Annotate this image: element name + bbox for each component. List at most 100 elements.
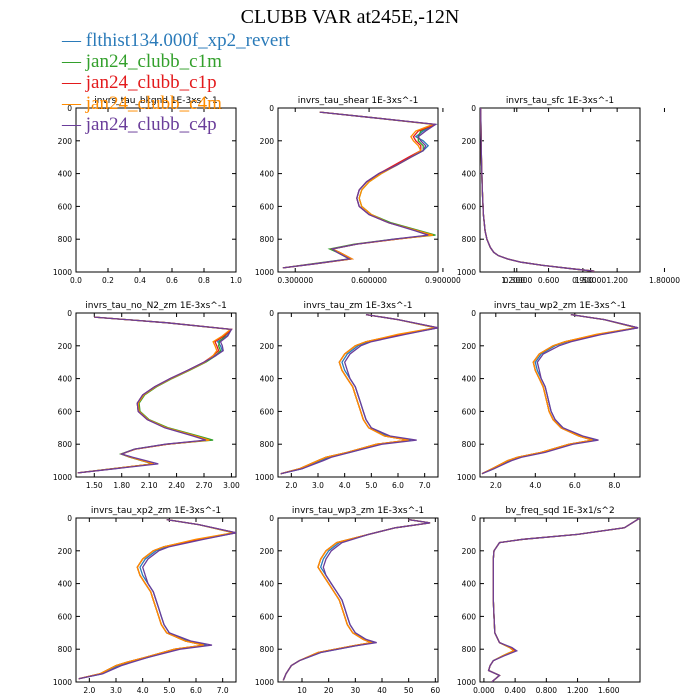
legend-item: — flthist134.000f_xp2_revert (62, 30, 290, 51)
y-tick-label: 400 (58, 170, 73, 179)
x-tick-label: 4.0 (339, 481, 351, 490)
y-tick-label: 0 (471, 309, 476, 318)
series-line (78, 518, 236, 680)
y-tick-label: 0 (67, 104, 72, 113)
y-tick-label: 800 (462, 440, 477, 449)
legend-label: jan24_clubb_c1p (85, 72, 217, 93)
x-tick-label: 1.50000 (575, 276, 606, 285)
series-line (77, 316, 233, 474)
chart-panel: invrs_tau_sfc 1E-3xs^-1 0 200 400 600 800 1000… (457, 96, 641, 285)
y-tick-label: 200 (58, 547, 73, 556)
chart-panel: invrs_tau_shear 1E-3xs^-1 0 200 400 600 800 10… (255, 96, 680, 285)
x-tick-label: 0.2 (102, 276, 114, 285)
y-tick-label: 1000 (53, 268, 72, 277)
x-tick-label: 0.900000 (425, 276, 461, 285)
series-line (282, 111, 438, 269)
x-tick-label: 0.0 (70, 276, 82, 285)
y-tick-label: 1000 (255, 473, 274, 482)
legend: — flthist134.000f_xp2_revert — jan24_clu… (62, 30, 290, 135)
legend-label: jan24_clubb_c1m (85, 51, 222, 72)
series-line (282, 518, 431, 681)
y-tick-label: 800 (260, 235, 275, 244)
y-tick-label: 0 (471, 514, 476, 523)
x-tick-label: 6.0 (569, 481, 581, 490)
x-tick-label: 60 (431, 686, 441, 695)
series-line (480, 108, 595, 272)
y-tick-label: 0 (67, 514, 72, 523)
y-tick-label: 1000 (457, 678, 476, 687)
chart-title: bv_freq_sqd 1E-3x1/s^2 (505, 506, 614, 516)
y-tick-label: 600 (260, 202, 275, 211)
x-tick-label: 4.0 (137, 686, 149, 695)
y-tick-label: 800 (260, 440, 275, 449)
x-tick-label: 0.4 (134, 276, 146, 285)
x-tick-label: 2.0 (83, 686, 95, 695)
chart-title: invrs_tau_shear 1E-3xs^-1 (298, 96, 419, 106)
y-tick-label: 200 (260, 342, 275, 351)
y-tick-label: 400 (462, 170, 477, 179)
x-tick-label: 2.10 (141, 481, 158, 490)
series-line (282, 518, 431, 681)
x-tick-label: 8.0 (608, 481, 620, 490)
x-tick-label: 2.0 (490, 481, 502, 490)
legend-item: — jan24_clubb_c4m (62, 93, 222, 114)
x-tick-label: 0.900 (572, 276, 594, 285)
y-tick-label: 1000 (255, 268, 274, 277)
series-line (481, 313, 637, 475)
y-tick-label: 600 (462, 612, 477, 621)
series-line (282, 518, 431, 681)
x-tick-label: 0.6 (166, 276, 178, 285)
x-tick-label: 4.0 (529, 481, 541, 490)
plot-frame (479, 312, 641, 478)
chart-title: invrs_tau_wp3_zm 1E-3xs^-1 (292, 506, 424, 516)
x-tick-label: 1.50 (86, 481, 103, 490)
y-tick-label: 0 (269, 309, 274, 318)
y-tick-label: 200 (260, 547, 275, 556)
x-tick-label: 1.0 (230, 276, 242, 285)
y-tick-label: 400 (260, 375, 275, 384)
x-tick-label: 2.0 (285, 481, 297, 490)
series-line (487, 518, 640, 682)
x-tick-label: 1.600 (598, 686, 620, 695)
x-tick-label: 3.0 (110, 686, 122, 695)
y-tick-label: 600 (462, 407, 477, 416)
x-tick-label: 6.0 (392, 481, 404, 490)
chart-title: invrs_tau_no_N2_zm 1E-3xs^-1 (85, 301, 227, 311)
y-tick-label: 200 (260, 137, 275, 146)
chart-panel: invrs_tau_zm 1E-3xs^-1 0 200 400 600 800 1000 2… (255, 301, 439, 490)
y-tick-label: 200 (58, 342, 73, 351)
series-line (77, 316, 233, 474)
x-tick-label: 2.70 (196, 481, 213, 490)
series-line (481, 313, 639, 475)
y-tick-label: 800 (260, 645, 275, 654)
y-tick-label: 600 (260, 407, 275, 416)
legend-label: flthist134.000f_xp2_revert (85, 30, 290, 51)
series-line (487, 518, 640, 682)
x-tick-label: 3.0 (312, 481, 324, 490)
chart-title: invrs_tau_xp2_zm 1E-3xs^-1 (91, 506, 221, 516)
x-tick-label: 0.600 (538, 276, 560, 285)
y-tick-label: 600 (260, 612, 275, 621)
plot-frame (75, 312, 237, 478)
x-tick-label: 1.80000 (649, 276, 680, 285)
legend-item: — jan24_clubb_c1m (62, 51, 222, 72)
y-tick-label: 400 (260, 580, 275, 589)
x-tick-label: 10 (297, 686, 307, 695)
y-tick-label: 600 (58, 407, 73, 416)
plot-frame (277, 107, 439, 273)
plot-frame (277, 312, 439, 478)
x-tick-label: 6.0 (190, 686, 202, 695)
series-line (481, 313, 639, 475)
x-tick-label: 1.80 (113, 481, 130, 490)
y-tick-label: 0 (471, 104, 476, 113)
plot-frame (479, 517, 641, 683)
chart-panel: invrs_tau_wp2_zm 1E-3xs^-1 0 200 400 600 800 1… (457, 301, 641, 490)
x-tick-label: 7.0 (419, 481, 431, 490)
series-line (487, 518, 640, 682)
x-tick-label: 0.300 (504, 276, 526, 285)
y-tick-label: 400 (58, 580, 73, 589)
page-title: CLUBB VAR at245E,-12N (240, 6, 460, 28)
chart-title: invrs_tau_wp2_zm 1E-3xs^-1 (494, 301, 626, 311)
y-tick-label: 800 (58, 235, 73, 244)
